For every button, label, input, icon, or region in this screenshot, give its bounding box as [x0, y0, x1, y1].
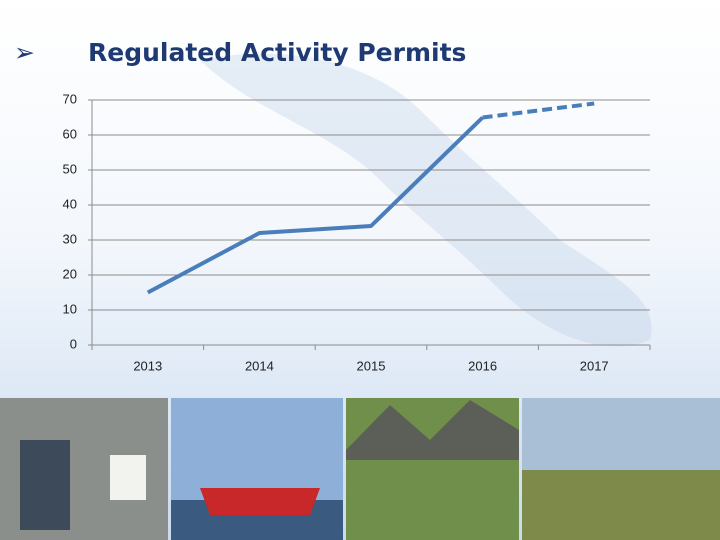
x-tick-label: 2015: [357, 358, 386, 373]
y-tick-label: 0: [70, 336, 77, 351]
y-tick-label: 50: [63, 161, 77, 176]
photo-mountains: [346, 400, 519, 460]
photo-strip: [0, 398, 720, 540]
y-tick-label: 20: [63, 266, 77, 281]
photo-grass: [522, 470, 720, 540]
photo-hull: [200, 488, 320, 515]
photo-detail: [110, 455, 146, 500]
x-tick-label: 2014: [245, 358, 274, 373]
chart-title: Regulated Activity Permits: [88, 38, 466, 67]
x-tick-label: 2013: [133, 358, 162, 373]
y-tick-label: 70: [63, 91, 77, 106]
y-tick-label: 10: [63, 301, 77, 316]
photo-detail: [20, 440, 70, 530]
data-line: [146, 116, 484, 295]
y-tick-label: 60: [63, 126, 77, 141]
map-decoration: [200, 53, 652, 347]
x-tick-label: 2017: [580, 358, 609, 373]
y-tick-label: 30: [63, 231, 77, 246]
x-tick-label: 2016: [468, 358, 497, 373]
y-tick-label: 40: [63, 196, 77, 211]
data-line-projected: [482, 101, 595, 120]
title-bullet: ➢: [14, 38, 35, 67]
